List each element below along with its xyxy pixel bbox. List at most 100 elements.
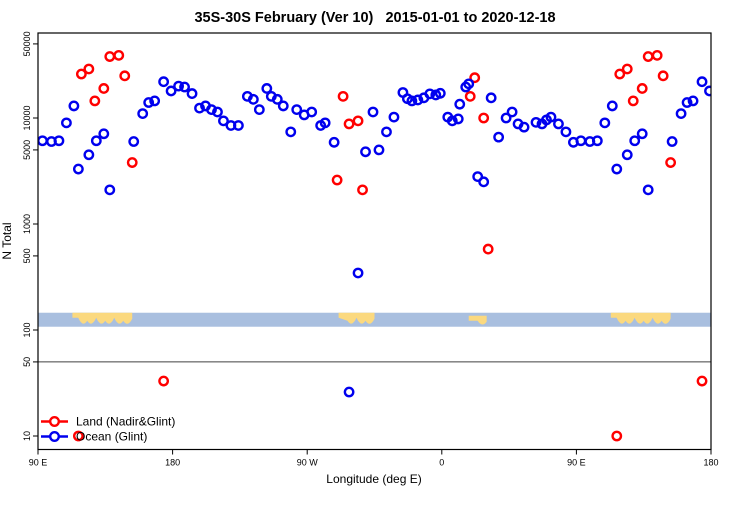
x-axis-title: Longitude (deg E) (326, 472, 421, 486)
data-point-ocean (485, 92, 497, 104)
data-point-ocean (367, 106, 379, 118)
data-point-ocean (38, 135, 48, 147)
data-point-ocean (158, 76, 170, 88)
y-tick-label: 500 (22, 248, 32, 263)
y-tick-label: 100 (22, 322, 32, 337)
data-point-land (119, 70, 131, 82)
data-point-land (357, 184, 368, 196)
data-point-ocean (179, 81, 190, 93)
data-point-land (482, 243, 494, 255)
data-point-ocean (463, 78, 475, 90)
data-point-ocean (98, 128, 110, 140)
data-point-ocean (137, 108, 149, 120)
plot-border (37, 32, 712, 451)
data-point-land (72, 430, 84, 442)
data-point-land (337, 90, 349, 102)
x-tick-label: 180 (165, 458, 180, 468)
data-point-ocean (545, 111, 557, 123)
x-tick-label: 90 W (297, 458, 319, 468)
data-point-ocean (636, 128, 648, 140)
data-point-land (331, 174, 343, 186)
legend-land-circle-icon (49, 416, 61, 428)
data-point-ocean (83, 149, 95, 161)
data-point-ocean (621, 149, 633, 161)
data-point-ocean (500, 112, 512, 124)
x-tick-label: 0 (439, 458, 444, 468)
x-tick-label: 90 E (29, 458, 48, 468)
data-point-ocean (681, 97, 693, 108)
data-point-ocean (591, 135, 603, 147)
map-band-land-patch (338, 312, 375, 324)
data-point-ocean (261, 83, 273, 94)
data-point-ocean (704, 85, 711, 97)
data-point-land (636, 83, 648, 94)
data-point-ocean (599, 117, 611, 129)
data-point-land (352, 115, 364, 127)
x-tick-label: 90 E (567, 458, 586, 468)
data-point-ocean (194, 102, 205, 114)
data-point-ocean (446, 115, 458, 127)
data-point-land (478, 112, 490, 124)
legend-ocean-circle-icon (49, 431, 61, 443)
data-point-ocean (53, 135, 65, 147)
y-tick-label: 5000 (22, 140, 32, 160)
legend-item-ocean: Ocean (Glint) (41, 430, 147, 444)
data-point-land (469, 72, 481, 84)
legend: Land (Nadir&Glint) Ocean (Glint) (41, 415, 175, 444)
data-point-ocean (642, 184, 654, 196)
data-point-ocean (506, 106, 518, 118)
data-point-ocean (606, 100, 618, 112)
data-point-ocean (68, 100, 80, 112)
data-point-ocean (352, 267, 364, 279)
y-axis-title: N Total (0, 222, 14, 259)
data-point-ocean (165, 85, 177, 97)
data-point-ocean (61, 117, 72, 129)
data-point-ocean (696, 76, 708, 88)
data-point-ocean (360, 146, 371, 158)
data-point-ocean (675, 108, 687, 120)
data-point-land (113, 49, 125, 61)
data-point-ocean (319, 117, 331, 129)
data-point-ocean (560, 126, 572, 138)
data-point-ocean (306, 106, 318, 118)
map-band-land-patch (610, 312, 671, 324)
data-point-ocean (472, 171, 484, 183)
data-point-ocean (666, 136, 678, 147)
data-point-ocean (530, 116, 542, 128)
y-tick-label: 50 (22, 357, 32, 367)
data-point-ocean (343, 386, 355, 398)
data-point-ocean (173, 80, 184, 92)
data-point-land (611, 430, 623, 442)
data-point-ocean (247, 93, 259, 105)
data-point-ocean (434, 87, 446, 99)
data-point-land (651, 49, 663, 61)
data-point-ocean (328, 136, 340, 148)
data-point-ocean (285, 126, 297, 138)
data-point-ocean (452, 113, 464, 125)
data-point-land (126, 157, 138, 168)
data-point-ocean (611, 163, 623, 175)
data-point-ocean (412, 94, 424, 106)
legend-item-land: Land (Nadir&Glint) (41, 415, 175, 429)
data-point-land (98, 83, 110, 94)
data-point-ocean (478, 176, 490, 188)
y-tick-label: 10000 (22, 105, 32, 130)
chart-title: 35S-30S February (Ver 10) 2015-01-01 to … (194, 10, 555, 26)
map-band-land-patch (72, 312, 133, 324)
data-point-land (343, 118, 355, 130)
data-point-ocean (454, 98, 466, 110)
legend-ocean-label: Ocean (Glint) (76, 430, 147, 444)
data-point-land (642, 51, 654, 62)
x-axis-ticks: 90 E 180 90 W 0 90 E 180 (29, 449, 719, 468)
y-tick-label: 50000 (22, 31, 32, 56)
data-point-land (104, 51, 116, 62)
data-point-land (158, 375, 170, 387)
data-point-land (89, 95, 101, 107)
data-point-ocean (388, 111, 400, 123)
data-point-ocean (72, 163, 84, 175)
data-point-ocean (90, 135, 102, 147)
data-point-ocean (143, 97, 155, 108)
map-band-land-patch (468, 315, 487, 325)
data-point-ocean (218, 115, 229, 127)
